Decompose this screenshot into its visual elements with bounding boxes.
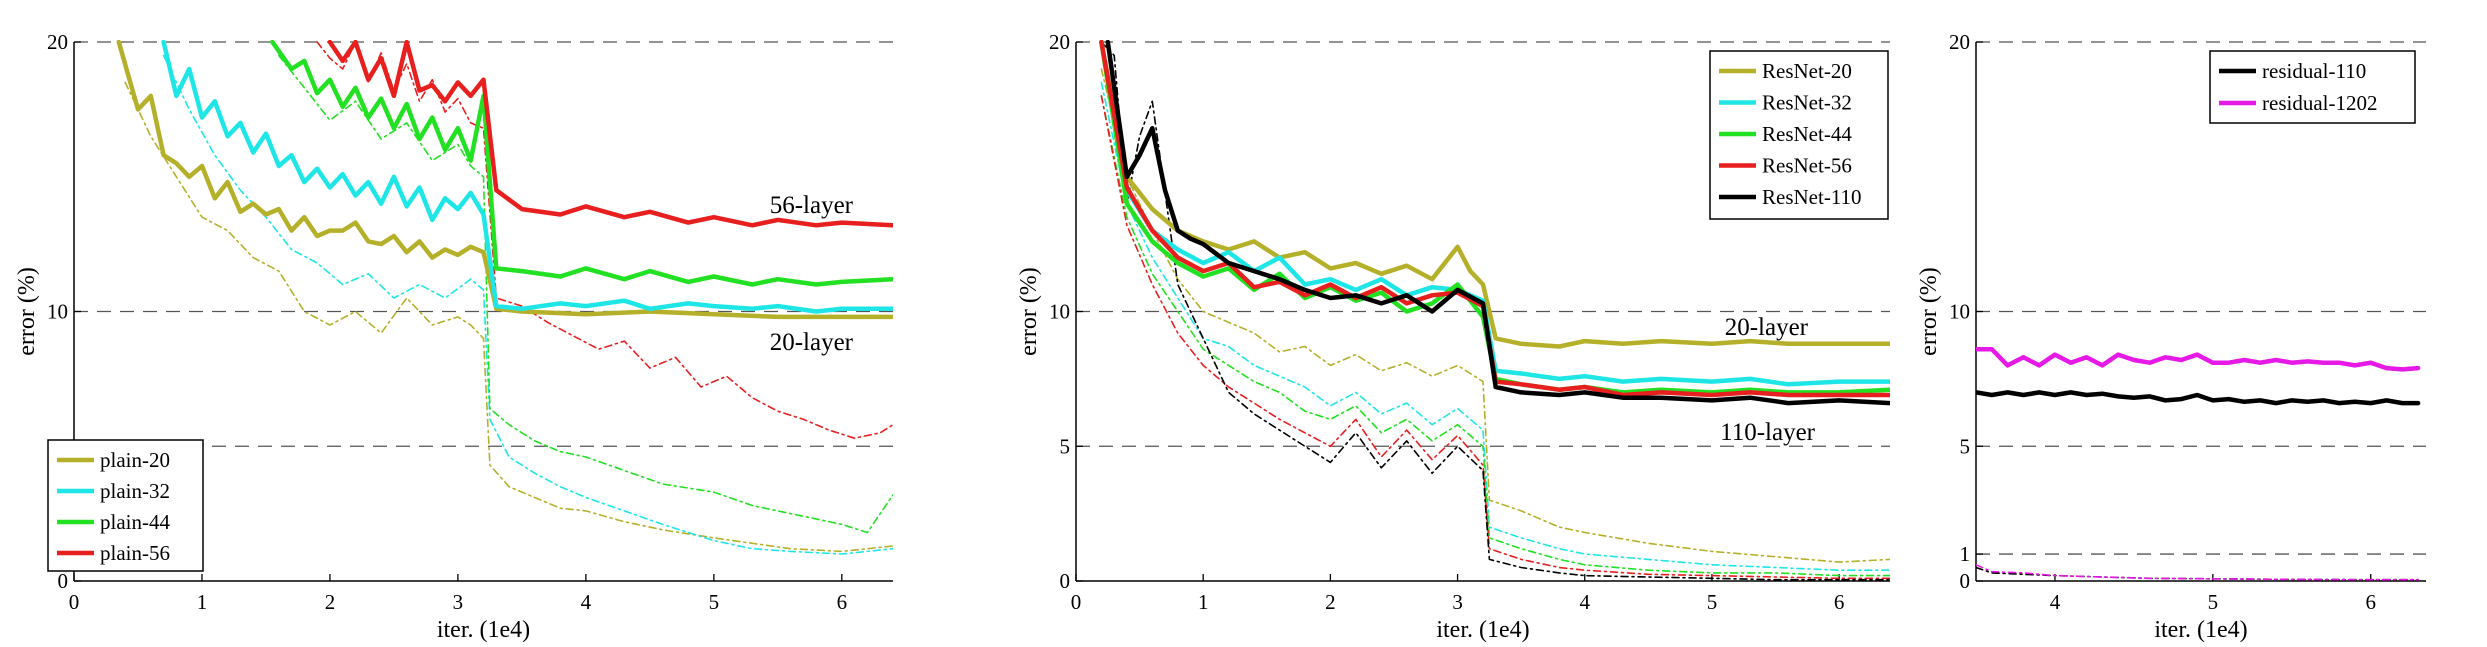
x-tick-label: 1 bbox=[1198, 590, 1209, 614]
y-axis-title: error (%) bbox=[1916, 267, 1942, 356]
x-tick-label: 0 bbox=[1071, 590, 1082, 614]
x-tick-label: 4 bbox=[1580, 590, 1591, 614]
legend-label: plain-20 bbox=[100, 448, 170, 472]
series-line-training-7 bbox=[277, 54, 893, 534]
series-line-training-5 bbox=[124, 81, 893, 553]
series-group bbox=[116, 40, 893, 555]
series-line-resnet-56 bbox=[1099, 40, 1890, 398]
series-group bbox=[1976, 346, 2421, 581]
series-line-residual-110 bbox=[1976, 390, 2421, 406]
y-tick-label: 1 bbox=[1960, 542, 1971, 566]
annotation-label: 20-layer bbox=[770, 329, 854, 356]
series-line-plain-56 bbox=[327, 40, 893, 228]
legend-label: ResNet-56 bbox=[1762, 154, 1852, 178]
series-line-resnet-20 bbox=[1099, 40, 1890, 349]
x-tick-label: 6 bbox=[837, 590, 848, 614]
series-line-training-8 bbox=[316, 41, 893, 440]
y-tick-label: 20 bbox=[47, 30, 68, 54]
x-tick-label: 3 bbox=[453, 590, 464, 614]
legend: residual-110 residual-1202 bbox=[2209, 50, 2416, 124]
x-tick-label: 6 bbox=[2365, 590, 2376, 614]
legend-label: ResNet-20 bbox=[1762, 59, 1852, 83]
legend: plain-20 plain-32 plain-44 plain-56 bbox=[47, 439, 204, 572]
x-tick-label: 6 bbox=[1834, 590, 1845, 614]
legend-label: plain-44 bbox=[100, 510, 170, 534]
x-tick-label: 2 bbox=[1325, 590, 1336, 614]
x-tick-label: 4 bbox=[581, 590, 592, 614]
y-tick-label: 10 bbox=[1949, 300, 1970, 324]
y-tick-label: 10 bbox=[47, 300, 68, 324]
legend: ResNet-20 ResNet-32 ResNet-44 ResNet-56 ResN… bbox=[1709, 50, 1889, 220]
series-group bbox=[1099, 40, 1890, 581]
legend-label: ResNet-110 bbox=[1762, 185, 1862, 209]
x-tick-label: 4 bbox=[2050, 590, 2061, 614]
legend-box bbox=[2209, 50, 2416, 124]
legend-label: plain-56 bbox=[100, 541, 170, 565]
x-axis-title: iter. (1e4) bbox=[437, 617, 530, 643]
chart-panel-3: 0 1 5 10 20 4 5 6 iter. (1e4) error (%) residual-1… bbox=[1916, 30, 2426, 643]
annotation-label: 56-layer bbox=[770, 192, 854, 219]
x-tick-label: 5 bbox=[2208, 590, 2219, 614]
series-line-training-9 bbox=[1100, 95, 1890, 580]
series-line-training-6 bbox=[1100, 68, 1890, 563]
series-line-plain-20 bbox=[116, 40, 893, 320]
legend-label: plain-32 bbox=[100, 479, 170, 503]
legend-label: residual-1202 bbox=[2262, 91, 2377, 115]
x-tick-label: 2 bbox=[325, 590, 336, 614]
y-tick-label: 20 bbox=[1049, 30, 1070, 54]
x-tick-label: 0 bbox=[69, 590, 80, 614]
y-tick-label: 0 bbox=[58, 569, 69, 593]
series-line-resnet-110 bbox=[1105, 40, 1890, 406]
series-line-training-4 bbox=[1976, 563, 2419, 581]
series-line-training-3 bbox=[1976, 566, 2419, 581]
x-tick-label: 1 bbox=[197, 590, 208, 614]
y-tick-label: 10 bbox=[1049, 300, 1070, 324]
legend-label: residual-110 bbox=[2262, 59, 2366, 83]
annotation-label: 20-layer bbox=[1725, 314, 1809, 341]
y-tick-label: 0 bbox=[1060, 569, 1071, 593]
y-axis-title: error (%) bbox=[14, 267, 40, 356]
series-line-resnet-32 bbox=[1099, 40, 1890, 387]
x-tick-label: 5 bbox=[709, 590, 720, 614]
x-axis-title: iter. (1e4) bbox=[1436, 617, 1529, 643]
x-tick-label: 3 bbox=[1452, 590, 1463, 614]
legend-label: ResNet-32 bbox=[1762, 91, 1852, 115]
series-line-residual-1202 bbox=[1976, 346, 2421, 372]
y-tick-label: 5 bbox=[1960, 434, 1971, 458]
x-tick-label: 5 bbox=[1707, 590, 1718, 614]
legend-label: ResNet-44 bbox=[1762, 122, 1852, 146]
y-tick-label: 5 bbox=[1060, 434, 1071, 458]
series-line-training-6 bbox=[162, 54, 893, 555]
annotation-label: 110-layer bbox=[1720, 419, 1816, 446]
y-axis-title: error (%) bbox=[1016, 267, 1042, 356]
chart-panel-2: 0 5 10 20 0 1 2 3 4 5 6 iter. (1e4) error (%) ResNet-… bbox=[1016, 30, 1890, 643]
y-tick-label: 20 bbox=[1949, 30, 1970, 54]
y-tick-label: 0 bbox=[1960, 569, 1971, 593]
series-line-plain-44 bbox=[270, 40, 893, 287]
series-line-plain-32 bbox=[161, 40, 893, 314]
series-line-training-8 bbox=[1100, 95, 1890, 577]
x-axis-title: iter. (1e4) bbox=[2154, 617, 2247, 643]
series-line-resnet-44 bbox=[1099, 40, 1890, 395]
